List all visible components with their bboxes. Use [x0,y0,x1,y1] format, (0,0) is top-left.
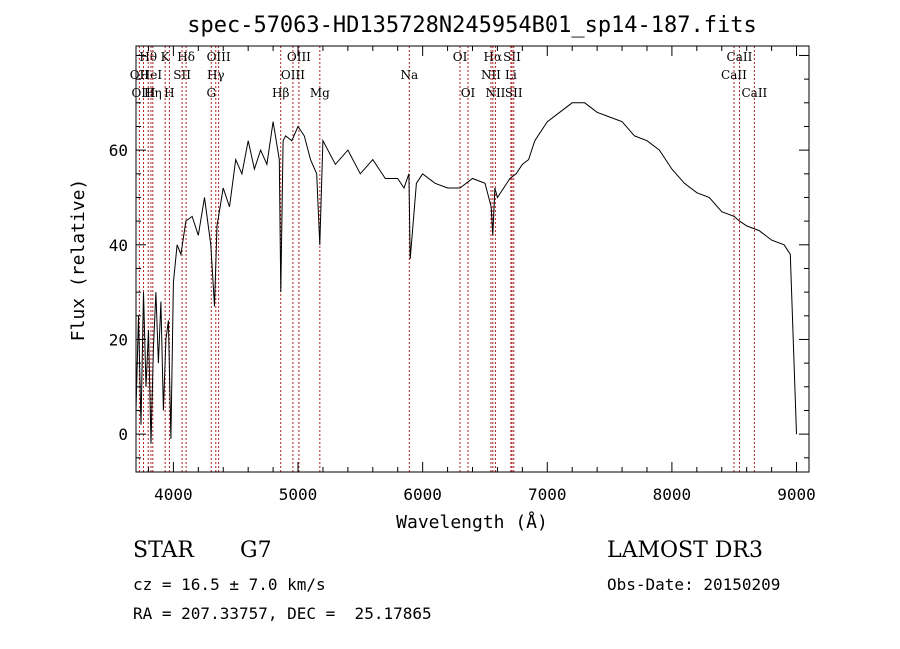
x-tick-label: 5000 [279,485,318,504]
y-axis-label: Flux (relative) [68,179,89,342]
y-tick-label: 60 [109,141,128,160]
x-tick-label: 9000 [777,485,816,504]
line-marker-label: Hδ [177,50,195,64]
line-marker-label: HeI [140,68,163,82]
line-marker-label: Hη [144,86,162,100]
object-class: STAR [133,538,194,563]
line-marker-label: OI [461,86,476,100]
line-marker-label: Li [505,68,517,82]
x-tick-label: 6000 [403,485,442,504]
line-marker-label: NII [485,86,505,100]
line-marker-label: OIII [131,86,155,100]
line-marker-label: SII [505,86,523,100]
object-subclass: G7 [240,538,272,563]
y-tick-label: 40 [109,236,128,255]
y-tick-label: 20 [109,330,128,349]
line-marker-label: CaII [741,86,767,100]
line-marker-label: OII [130,68,150,82]
spectrum-series-line [135,102,797,444]
line-marker-label: OI [453,50,468,64]
redshift-cz: cz = 16.5 ± 7.0 km/s [133,575,326,594]
line-marker-label: H [164,86,174,100]
line-marker-label: Hθ [139,50,157,64]
x-tick-label: 7000 [528,485,567,504]
line-marker-label: OIII [207,50,231,64]
line-marker-label: SII [173,68,191,82]
coordinates: RA = 207.33757, DEC = 25.17865 [133,604,432,623]
line-marker-label: CaII [727,50,753,64]
survey-name: LAMOST DR3 [607,538,763,563]
line-marker-label: NII [481,68,501,82]
x-tick-label: 4000 [154,485,193,504]
line-marker-label: Na [400,68,418,82]
plot-frame [135,45,810,473]
line-marker-label: K [161,50,171,64]
line-marker-label: Hβ [272,86,289,100]
line-marker-label: Mg [310,86,330,100]
line-marker-label: OIII [287,50,311,64]
x-tick-label: 8000 [653,485,692,504]
chart-title: spec-57063-HD135728N245954B01_sp14-187.f… [187,13,757,38]
line-marker-label: G [206,86,216,100]
x-axis-label: Wavelength (Å) [396,511,548,533]
line-marker-label: OIII [281,68,305,82]
y-tick-label: 0 [118,425,128,444]
line-marker-label: CaII [721,68,747,82]
axis-ticks: 4000 5000 6000 7000 8000 9000 0 20 40 60 [109,46,816,504]
line-marker-label: SII [503,50,521,64]
line-marker-label: Hγ [207,68,225,82]
line-marker-label: Hα [484,50,503,64]
obs-date: Obs-Date: 20150209 [607,575,781,594]
